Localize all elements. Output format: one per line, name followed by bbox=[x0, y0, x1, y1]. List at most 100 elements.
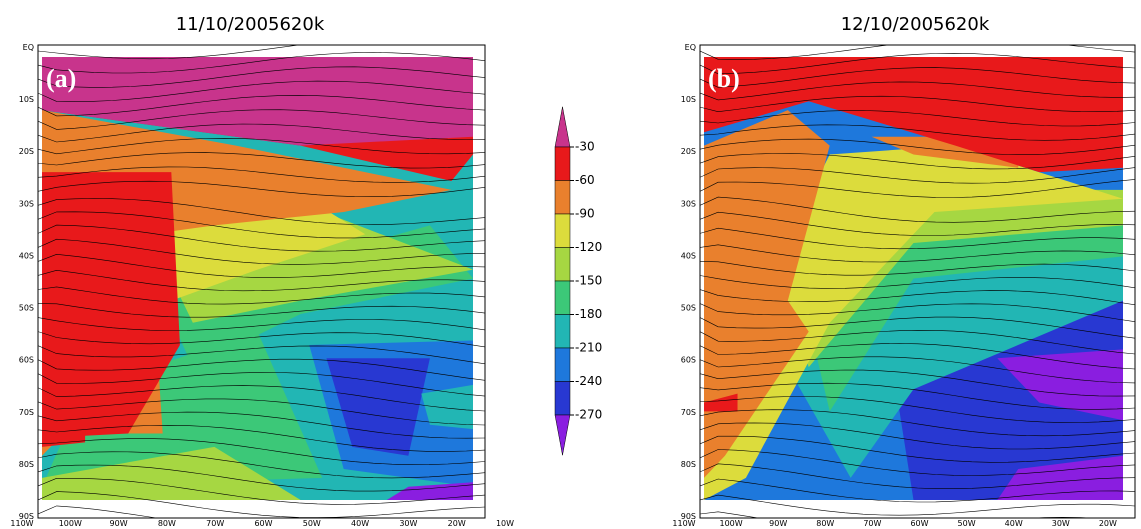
streamline bbox=[700, 289, 1135, 306]
streamline bbox=[38, 331, 485, 348]
lat-label: 90S bbox=[19, 512, 34, 521]
panel-title: 11/10/2005620k bbox=[176, 14, 325, 35]
streamline bbox=[38, 109, 485, 130]
lon-label: 70W bbox=[863, 519, 881, 528]
streamline bbox=[38, 451, 485, 479]
streamline bbox=[38, 66, 485, 88]
lon-label: 20W bbox=[448, 519, 466, 528]
streamline bbox=[700, 81, 1135, 101]
streamline bbox=[700, 422, 1135, 450]
lon-label: 110W bbox=[672, 519, 695, 528]
streamline bbox=[700, 449, 1135, 476]
streamline bbox=[38, 286, 485, 305]
lat-label: 80S bbox=[681, 460, 696, 469]
panel-label: (a) bbox=[46, 64, 76, 93]
map-frame bbox=[37, 44, 486, 519]
streamline bbox=[700, 153, 1135, 170]
lat-label: 50S bbox=[681, 304, 696, 313]
streamline bbox=[700, 167, 1135, 184]
lon-label: 30W bbox=[399, 519, 417, 528]
shaded-field bbox=[997, 349, 1123, 421]
lat-label: 20S bbox=[19, 147, 34, 156]
streamline bbox=[700, 179, 1135, 198]
streamline bbox=[38, 95, 485, 117]
streamline bbox=[700, 396, 1135, 423]
lon-label: 80W bbox=[816, 519, 834, 528]
lon-label: 10W bbox=[496, 519, 514, 528]
lon-label: 70W bbox=[206, 519, 224, 528]
streamline bbox=[700, 343, 1135, 370]
colorbar-cap bbox=[554, 106, 571, 148]
colorbar-label: -210 bbox=[575, 341, 602, 355]
colorbar-bin bbox=[554, 280, 571, 315]
lon-label: 60W bbox=[910, 519, 928, 528]
colorbar-bin bbox=[554, 247, 571, 282]
lat-label: EQ bbox=[685, 43, 696, 52]
streamline bbox=[38, 198, 485, 226]
streamline bbox=[38, 269, 485, 292]
streamline bbox=[700, 329, 1135, 355]
lon-label: 110W bbox=[10, 519, 33, 528]
lon-label: 30W bbox=[1052, 519, 1070, 528]
lat-label: 10S bbox=[19, 95, 34, 104]
colorbar-bin bbox=[554, 213, 571, 248]
streamline bbox=[700, 275, 1135, 289]
colorbar-label: -240 bbox=[575, 374, 602, 388]
streamline bbox=[38, 505, 159, 518]
lat-label: 60S bbox=[681, 356, 696, 365]
lat-label: 40S bbox=[19, 251, 34, 260]
streamline bbox=[38, 385, 485, 412]
streamline bbox=[700, 369, 1135, 397]
streamline bbox=[700, 303, 1135, 322]
streamline bbox=[38, 438, 485, 466]
lon-label: 20W bbox=[1099, 519, 1117, 528]
lon-label: 60W bbox=[254, 519, 272, 528]
shaded-field bbox=[704, 393, 738, 412]
colorbar-label: -150 bbox=[575, 274, 602, 288]
colorbar-label: -270 bbox=[575, 408, 602, 422]
shaded-field bbox=[997, 455, 1123, 500]
streamline bbox=[38, 137, 485, 155]
shaded-field bbox=[42, 331, 323, 487]
streamline bbox=[700, 138, 1135, 155]
streamline bbox=[700, 244, 1135, 263]
colorbar-label: -90 bbox=[575, 207, 595, 221]
shaded-field bbox=[704, 110, 830, 478]
streamline bbox=[700, 211, 1135, 236]
shaded-field bbox=[42, 446, 301, 500]
lat-label: 70S bbox=[19, 408, 34, 417]
colorbar-bin bbox=[554, 381, 571, 416]
shaded-field bbox=[42, 429, 86, 447]
streamline bbox=[700, 316, 1135, 339]
lon-label: 40W bbox=[1005, 519, 1023, 528]
lat-label: 80S bbox=[19, 460, 34, 469]
streamline bbox=[700, 52, 1135, 75]
streamline bbox=[700, 261, 1135, 276]
streamline bbox=[700, 356, 1135, 384]
streamline bbox=[700, 45, 1135, 60]
streamline bbox=[38, 166, 485, 183]
lat-label: 20S bbox=[681, 147, 696, 156]
shaded-field bbox=[892, 300, 1123, 500]
streamline bbox=[700, 463, 1135, 489]
lon-label: 100W bbox=[720, 519, 743, 528]
streamline bbox=[38, 464, 485, 492]
streamline bbox=[38, 317, 485, 331]
streamline bbox=[38, 45, 302, 60]
streamline bbox=[38, 424, 485, 452]
lon-label: 100W bbox=[59, 519, 82, 528]
streamline bbox=[38, 372, 485, 397]
streamline bbox=[700, 409, 1135, 437]
map-frame bbox=[699, 44, 1136, 519]
lat-label: 60S bbox=[19, 356, 34, 365]
streamline bbox=[38, 52, 485, 74]
streamline bbox=[700, 478, 1135, 503]
lon-label: 90W bbox=[110, 519, 128, 528]
lon-label: 90W bbox=[769, 519, 787, 528]
lon-label: 50W bbox=[958, 519, 976, 528]
streamline bbox=[700, 227, 1135, 250]
streamline bbox=[38, 478, 485, 505]
lat-label: EQ bbox=[23, 43, 34, 52]
lat-label: 40S bbox=[681, 251, 696, 260]
